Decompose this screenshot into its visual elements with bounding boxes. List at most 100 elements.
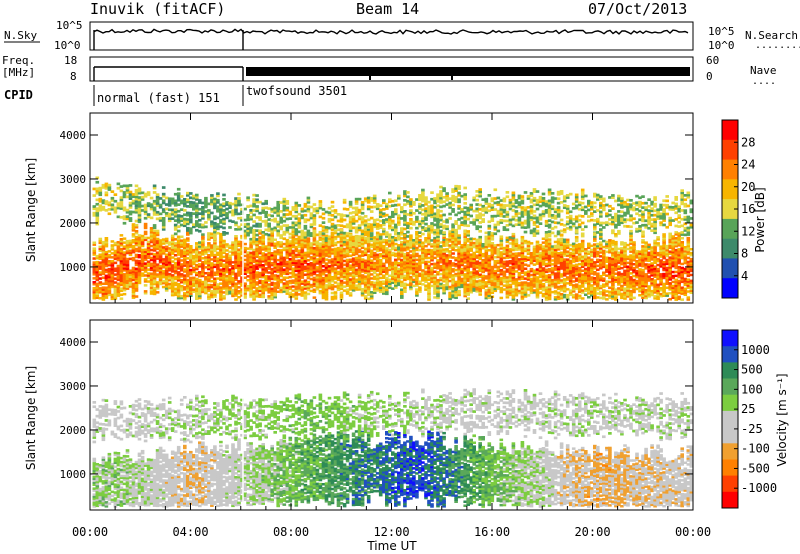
power-cell-1483 [225, 232, 229, 235]
power-cell-2847 [346, 208, 350, 211]
power-cell-3712 [421, 213, 425, 216]
power-cell-3359 [388, 192, 392, 195]
power-cell-1423 [222, 295, 226, 298]
cpid-strip: CPID normal (fast) 151 twofsound 3501 [4, 84, 347, 106]
power-cell-4423 [481, 259, 485, 262]
freq-tick-top: 18 [64, 54, 77, 67]
nave-tick-bottom: 0 [706, 70, 713, 83]
power-cell-562 [144, 231, 148, 234]
power-cell-3460 [400, 281, 404, 284]
power-cell-3587 [409, 218, 413, 221]
power-cell-1174 [198, 223, 202, 226]
power-cell-4629 [500, 219, 504, 222]
power-cell-1266 [207, 242, 211, 245]
power-cell-4841 [521, 281, 525, 284]
power-cell-2157 [286, 207, 290, 210]
power-cell-630 [150, 197, 154, 200]
power-cell-3932 [439, 223, 443, 226]
power-cell-3745 [424, 223, 428, 226]
power-cell-3002 [361, 274, 365, 277]
power-cell-2086 [279, 234, 283, 237]
power-cell-4636 [500, 199, 504, 202]
power-cell-2536 [319, 216, 323, 219]
power-cell-4565 [494, 232, 498, 235]
power-cell-4238 [463, 193, 467, 196]
power-cell-3484 [400, 217, 404, 220]
power-cell-2775 [340, 238, 344, 241]
power-cell-4620 [500, 251, 504, 254]
power-cell-4904 [527, 294, 531, 297]
power-cell-1172 [198, 230, 202, 233]
power-cell-1388 [219, 286, 223, 289]
power-cell-4193 [460, 195, 464, 198]
power-cell-464 [135, 230, 139, 233]
power-cell-1275 [207, 209, 211, 212]
power-cell-1379 [216, 199, 220, 202]
power-cell-3031 [361, 201, 365, 204]
power-cell-4235 [463, 202, 467, 205]
power-cell-2885 [349, 201, 353, 204]
power-cell-4190 [460, 217, 464, 220]
power-cell-4192 [460, 208, 464, 211]
power-cell-3478 [400, 241, 404, 244]
power-cell-2576 [322, 217, 326, 220]
power-cell-4009 [445, 225, 449, 228]
power-cell-2682 [331, 205, 335, 208]
power-cell-4430 [481, 218, 485, 221]
power-cell-4425 [481, 253, 485, 256]
power-cell-2679 [331, 218, 335, 221]
power-cell-3022 [361, 230, 365, 233]
power-cell-1511 [228, 226, 232, 229]
power-cell-72 [99, 271, 103, 274]
power-cell-3421 [394, 199, 398, 202]
power-cell-3452 [397, 195, 401, 198]
power-cell-3450 [397, 204, 401, 207]
power-cell-2186 [289, 217, 293, 220]
power-cell-2067 [279, 279, 283, 282]
power-cell-2369 [304, 214, 308, 217]
power-cell-514 [138, 196, 142, 199]
power-cell-3240 [379, 259, 383, 262]
power-cell-2477 [313, 203, 317, 206]
power-cell-1859 [258, 201, 262, 204]
power-cell-1855 [258, 223, 262, 226]
power-cell-4271 [466, 224, 470, 227]
power-cell-2437 [313, 296, 317, 299]
power-cell-2298 [298, 204, 302, 207]
power-cell-3930 [439, 230, 443, 233]
power-cell-2997 [361, 288, 365, 291]
power-cell-1544 [234, 298, 238, 301]
power-cell-3012 [361, 250, 365, 253]
power-cell-4470 [485, 198, 489, 201]
power-cell-76 [99, 261, 103, 264]
power-cell-4612 [500, 269, 504, 272]
power-cell-1241 [204, 197, 208, 200]
power-cell-4016 [445, 192, 449, 195]
power-cell-3470 [400, 259, 404, 262]
power-cell-2535 [319, 224, 323, 227]
power-cell-94 [99, 187, 103, 190]
power-cell-122 [102, 206, 106, 209]
power-cell-1157 [198, 279, 202, 282]
power-cell-4368 [475, 199, 479, 202]
power-cell-3284 [382, 228, 386, 231]
power-cell-732 [159, 204, 163, 207]
power-cell-3583 [409, 234, 413, 237]
power-cell-2540 [319, 200, 323, 203]
power-cell-1175 [198, 219, 202, 222]
power-cell-82 [99, 246, 103, 249]
power-cell-2993 [358, 198, 362, 201]
power-cell-3714 [421, 204, 425, 207]
power-cell-1704 [246, 223, 250, 226]
power-cell-3978 [442, 214, 446, 217]
power-cell-2159 [286, 200, 290, 203]
power-cell-2084 [279, 241, 283, 244]
power-cell-1681 [243, 208, 247, 211]
power-cell-85 [99, 238, 103, 241]
power-cell-152 [105, 237, 109, 240]
power-cell-4435 [481, 198, 485, 201]
power-cell-1395 [219, 269, 223, 272]
power-cell-3349 [388, 233, 392, 236]
power-cell-3584 [409, 227, 413, 230]
power-cell-2809 [343, 219, 347, 222]
